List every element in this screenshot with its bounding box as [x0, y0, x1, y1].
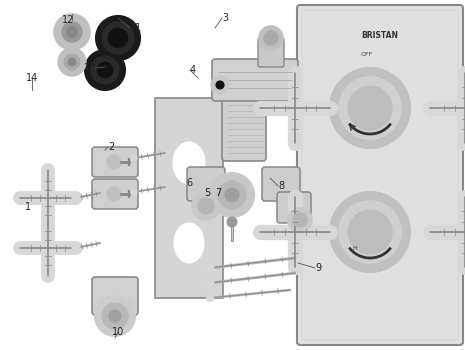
- Circle shape: [109, 310, 121, 322]
- Circle shape: [102, 22, 134, 54]
- Text: 1: 1: [25, 202, 31, 212]
- Circle shape: [95, 296, 135, 336]
- Text: 4: 4: [190, 65, 196, 75]
- FancyBboxPatch shape: [92, 147, 138, 177]
- Text: 6: 6: [186, 178, 192, 188]
- Circle shape: [264, 31, 278, 45]
- Circle shape: [64, 54, 80, 70]
- Circle shape: [85, 50, 125, 90]
- Text: OFF: OFF: [361, 52, 373, 57]
- Text: 9: 9: [315, 263, 321, 273]
- Circle shape: [216, 81, 224, 89]
- Circle shape: [225, 188, 239, 202]
- Bar: [155, 98, 223, 298]
- Circle shape: [102, 303, 128, 329]
- Circle shape: [62, 22, 82, 42]
- Ellipse shape: [173, 142, 205, 184]
- Circle shape: [58, 48, 86, 76]
- FancyBboxPatch shape: [212, 59, 298, 101]
- Text: 12: 12: [62, 15, 74, 25]
- Text: H: H: [352, 245, 358, 251]
- Text: 5: 5: [204, 188, 210, 198]
- Circle shape: [67, 27, 77, 37]
- Text: 13: 13: [84, 63, 96, 73]
- FancyBboxPatch shape: [369, 223, 393, 241]
- FancyBboxPatch shape: [92, 277, 138, 315]
- Circle shape: [91, 56, 119, 84]
- FancyBboxPatch shape: [369, 99, 393, 117]
- Text: 7: 7: [215, 188, 221, 198]
- FancyBboxPatch shape: [258, 38, 284, 67]
- Circle shape: [198, 198, 214, 214]
- FancyBboxPatch shape: [187, 167, 225, 201]
- Text: BRISTAN: BRISTAN: [361, 30, 399, 40]
- Circle shape: [293, 213, 307, 227]
- Circle shape: [131, 189, 137, 195]
- FancyBboxPatch shape: [262, 167, 300, 201]
- Text: 14: 14: [26, 73, 38, 83]
- Text: 10: 10: [112, 327, 124, 337]
- Text: 3: 3: [222, 13, 228, 23]
- Circle shape: [339, 77, 401, 139]
- Circle shape: [288, 208, 312, 232]
- Circle shape: [54, 14, 90, 50]
- Circle shape: [227, 217, 237, 227]
- Circle shape: [211, 76, 229, 94]
- Circle shape: [206, 294, 213, 301]
- FancyBboxPatch shape: [92, 179, 138, 209]
- Text: 11: 11: [130, 23, 142, 33]
- Circle shape: [72, 244, 80, 252]
- Circle shape: [259, 26, 283, 50]
- FancyBboxPatch shape: [277, 192, 311, 223]
- Circle shape: [348, 86, 392, 130]
- Circle shape: [72, 194, 80, 202]
- Circle shape: [68, 58, 76, 66]
- FancyBboxPatch shape: [297, 5, 463, 345]
- Circle shape: [330, 68, 410, 148]
- Text: 8: 8: [278, 181, 284, 191]
- Circle shape: [330, 192, 410, 272]
- Text: 2: 2: [108, 142, 114, 152]
- Circle shape: [107, 155, 121, 169]
- Circle shape: [218, 181, 246, 209]
- Circle shape: [210, 173, 254, 217]
- Circle shape: [206, 264, 214, 272]
- Circle shape: [131, 155, 137, 161]
- Circle shape: [348, 210, 392, 254]
- Circle shape: [96, 16, 140, 60]
- Ellipse shape: [174, 223, 204, 263]
- FancyBboxPatch shape: [222, 95, 266, 161]
- Circle shape: [206, 279, 214, 287]
- Circle shape: [339, 201, 401, 263]
- Circle shape: [108, 28, 128, 48]
- Circle shape: [192, 192, 220, 220]
- Circle shape: [107, 187, 121, 201]
- Circle shape: [97, 62, 113, 78]
